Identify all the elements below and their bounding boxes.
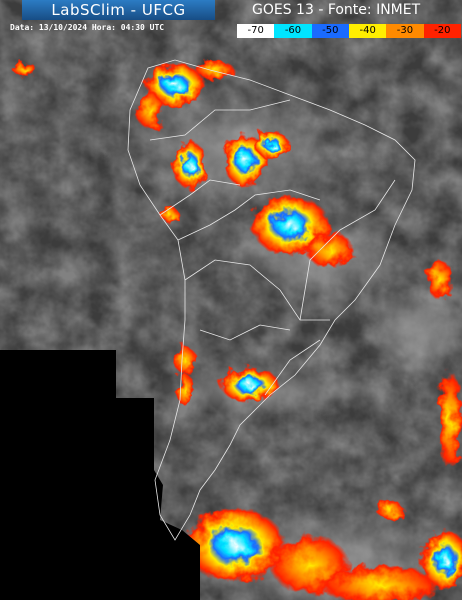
scale-step: -40 [348, 24, 387, 38]
color-scale: -70 -60 -50 -40 -30 -20 [237, 24, 461, 38]
borders [127, 59, 416, 541]
date-line: Data: 13/10/2024 Hora: 04:30 UTC [10, 23, 165, 32]
scale-step: -30 [386, 24, 424, 38]
scale-step: -20 [423, 24, 461, 38]
source: GOES 13 - Fonte: INMET [252, 2, 421, 18]
logo: LabSClim - UFCG [22, 0, 215, 20]
convective-cells [13, 60, 462, 600]
scale-step: -60 [274, 24, 312, 38]
no-data-area [0, 350, 200, 600]
scale-step: -70 [237, 24, 275, 38]
scale-step: -50 [311, 24, 349, 38]
